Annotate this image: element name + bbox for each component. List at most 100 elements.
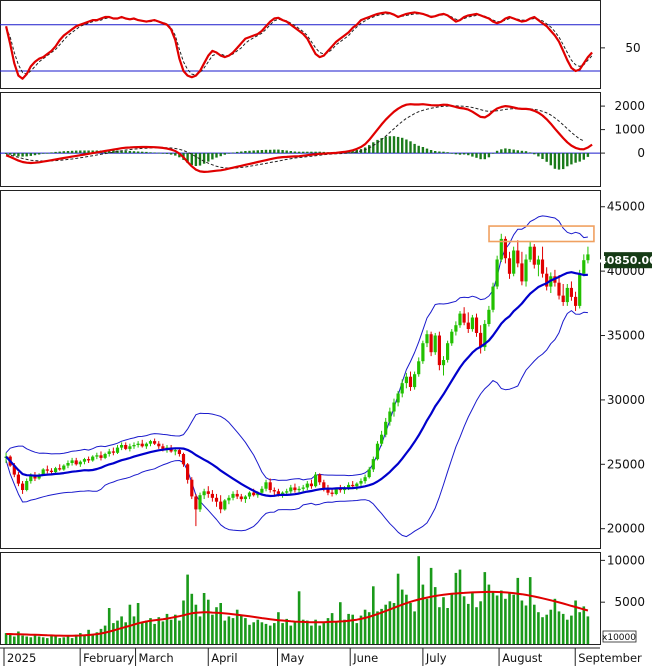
candle-body — [462, 313, 466, 323]
volume-bar — [223, 620, 227, 644]
macd-histogram-bar — [504, 148, 507, 154]
candle-body — [404, 376, 408, 384]
volume-bar — [21, 635, 24, 644]
month-label: July — [425, 651, 447, 665]
macd-histogram-bar — [269, 149, 272, 154]
volume-bar — [425, 598, 429, 644]
volume-bar — [533, 604, 536, 644]
volume-bar — [314, 619, 317, 644]
volume-bar — [25, 636, 28, 644]
macd-histogram-bar — [281, 150, 284, 154]
volume-bar — [586, 616, 590, 644]
volume-bar — [29, 637, 33, 644]
macd-histogram-bar — [557, 153, 561, 170]
candle-body — [177, 450, 181, 454]
candle-body — [499, 238, 503, 260]
candle-body — [173, 450, 177, 452]
volume-tick-label: 5000 — [614, 595, 645, 609]
macd-histogram-bar — [240, 151, 243, 154]
macd-histogram-bar — [516, 150, 519, 154]
candle-body — [120, 445, 124, 448]
candle-body — [219, 501, 223, 510]
volume-bar — [107, 608, 111, 644]
volume-bar — [516, 577, 520, 644]
volume-bar — [227, 616, 231, 644]
candle-body — [210, 493, 214, 498]
volume-bar — [343, 619, 346, 644]
candle-body — [582, 260, 586, 274]
volume-bar — [367, 612, 371, 644]
candle-body — [272, 490, 276, 492]
macd-histogram-bar — [396, 136, 400, 154]
candle-body — [41, 469, 45, 475]
macd-histogram-bar — [293, 151, 297, 154]
candle-body — [70, 460, 74, 463]
volume-bar — [140, 622, 144, 644]
volume-unit-label: x10000 — [602, 633, 636, 643]
last-price-badge-tint — [604, 252, 652, 269]
macd-histogram-bar — [37, 153, 41, 155]
candle-body — [380, 434, 384, 444]
volume-bar — [273, 623, 276, 644]
volume-bar — [112, 623, 115, 644]
macd-histogram-bar — [376, 139, 379, 154]
macd-histogram-bar — [384, 136, 387, 154]
macd-tick-label: 0 — [637, 146, 645, 160]
macd-histogram-bar — [194, 153, 198, 166]
volume-bar — [281, 623, 284, 644]
macd-histogram-bar — [417, 145, 420, 154]
candle-body — [21, 483, 25, 490]
candle-body — [425, 334, 429, 344]
macd-histogram-bar — [586, 153, 590, 157]
candle-body — [103, 454, 107, 458]
candle-body — [314, 474, 318, 487]
volume-bar — [421, 584, 425, 644]
volume-bar — [450, 593, 454, 644]
volume-bar — [380, 608, 383, 644]
volume-bar — [487, 584, 491, 644]
macd-signal-line — [6, 105, 585, 169]
volume-ma-line — [6, 590, 589, 637]
volume-bar — [557, 611, 561, 644]
macd-histogram-bar — [566, 153, 569, 167]
macd-histogram-bar — [495, 150, 499, 154]
volume-bar — [289, 625, 293, 644]
stochastic-panel: 50 — [0, 11, 641, 80]
macd-histogram-bar — [157, 152, 160, 154]
candle-body — [421, 343, 425, 362]
macd-histogram-bar — [306, 151, 309, 154]
month-label: August — [502, 651, 543, 665]
macd-histogram-bar — [186, 153, 189, 163]
volume-bar — [194, 604, 198, 644]
candle-body — [532, 246, 536, 265]
candle-body — [392, 402, 396, 412]
candle-body — [470, 317, 474, 330]
candle-body — [107, 451, 111, 454]
volume-bar — [174, 614, 177, 644]
candle-body — [186, 464, 190, 480]
candle-body — [58, 468, 62, 470]
volume-bar — [541, 617, 544, 644]
candle-body — [388, 411, 392, 422]
volume-bar — [549, 609, 553, 644]
candle-body — [235, 493, 239, 497]
macd-histogram-bar — [120, 150, 123, 154]
macd-line — [5, 103, 593, 173]
volume-bar — [293, 622, 297, 644]
macd-histogram-bar — [450, 153, 453, 154]
candle-body — [148, 441, 153, 444]
candle-body — [293, 487, 297, 491]
volume-bar — [545, 614, 548, 644]
volume-bar — [438, 607, 441, 644]
volume-bar — [326, 618, 330, 644]
candle-body — [586, 254, 590, 261]
volume-bar — [553, 598, 557, 644]
candle-body — [161, 446, 165, 449]
candle-body — [66, 463, 70, 466]
candle-body — [466, 322, 470, 329]
candle-body — [260, 488, 264, 493]
bollinger-lower-band — [5, 310, 588, 538]
volume-bar — [260, 622, 264, 644]
macd-histogram-bar — [458, 153, 462, 155]
candle-body — [111, 451, 115, 453]
